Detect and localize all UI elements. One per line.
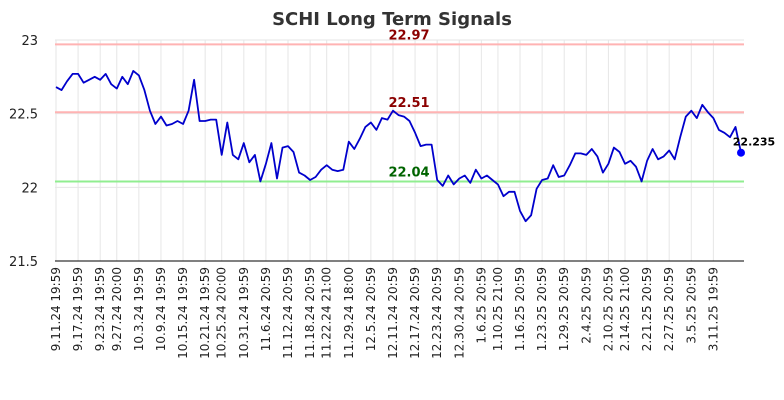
x-tick-label: 10.15.24 19:59 [176, 267, 190, 359]
price-series-line [55, 70, 742, 223]
x-tick-label: 2.21.25 20:59 [640, 267, 654, 351]
x-tick-label: 12.5.24 20:59 [364, 267, 378, 351]
x-tick-label: 3.11.25 19:59 [706, 267, 720, 351]
x-tick-label: 10.3.24 19:59 [132, 267, 146, 351]
x-tick-label: 12.17.24 20:59 [408, 267, 422, 359]
x-tick-label: 2.4.25 20:59 [579, 267, 593, 344]
x-tick-label: 12.30.24 20:59 [452, 267, 466, 359]
grid [55, 39, 744, 262]
x-tick-label: 9.23.24 19:59 [93, 267, 107, 351]
last-point-marker [737, 148, 745, 157]
x-tick-label: 11.12.24 20:59 [281, 267, 295, 359]
x-tick-label: 10.31.24 19:59 [237, 267, 251, 359]
x-tick-label: 11.18.24 20:59 [303, 267, 317, 359]
x-tick-label: 10.21.24 19:59 [198, 267, 212, 359]
x-tick-label: 1.29.25 20:59 [557, 267, 571, 351]
x-tick-label: 1.10.25 21:00 [491, 267, 505, 351]
reference-line-label: 22.04 [388, 165, 429, 180]
last-point-label: 22.235 [733, 136, 775, 149]
x-tick-label: 11.6.24 20:59 [259, 267, 273, 351]
x-tick-label: 3.5.25 20:59 [684, 267, 698, 344]
y-tick-label: 21.5 [9, 255, 38, 270]
y-tick-label: 22.5 [9, 108, 38, 123]
x-tick-label: 2.27.25 20:59 [662, 267, 676, 351]
y-tick-label: 22 [21, 181, 38, 196]
x-tick-label: 1.16.25 20:59 [513, 267, 527, 351]
x-tick-label: 9.11.24 19:59 [49, 267, 63, 351]
y-tick-label: 23 [21, 34, 38, 49]
x-tick-label: 9.17.24 19:59 [71, 267, 85, 351]
x-tick-label: 1.6.25 20:59 [474, 267, 488, 344]
x-tick-label: 12.11.24 20:59 [386, 267, 400, 359]
x-tick-label: 11.29.24 18:00 [342, 267, 356, 359]
series [55, 70, 745, 223]
chart-title: SCHI Long Term Signals [272, 9, 512, 30]
reference-line-label: 22.51 [388, 96, 429, 111]
x-tick-label: 1.23.25 20:59 [535, 267, 549, 351]
x-tick-label: 12.23.24 20:59 [430, 267, 444, 359]
x-tick-label: 9.27.24 20:00 [110, 267, 124, 351]
x-tick-label: 10.25.24 20:00 [215, 267, 229, 359]
x-tick-label: 2.10.25 20:59 [601, 267, 615, 351]
x-tick-label: 11.22.24 21:00 [320, 267, 334, 359]
labels: 22.97 22.51 22.04 21.5 22 22.5 23 9.11.24 19:59… [9, 28, 775, 358]
reference-line-label: 22.97 [388, 28, 429, 43]
x-tick-label: 10.9.24 19:59 [154, 267, 168, 351]
reference-lines [55, 43, 744, 183]
x-tick-label: 2.14.25 21:00 [618, 267, 632, 351]
